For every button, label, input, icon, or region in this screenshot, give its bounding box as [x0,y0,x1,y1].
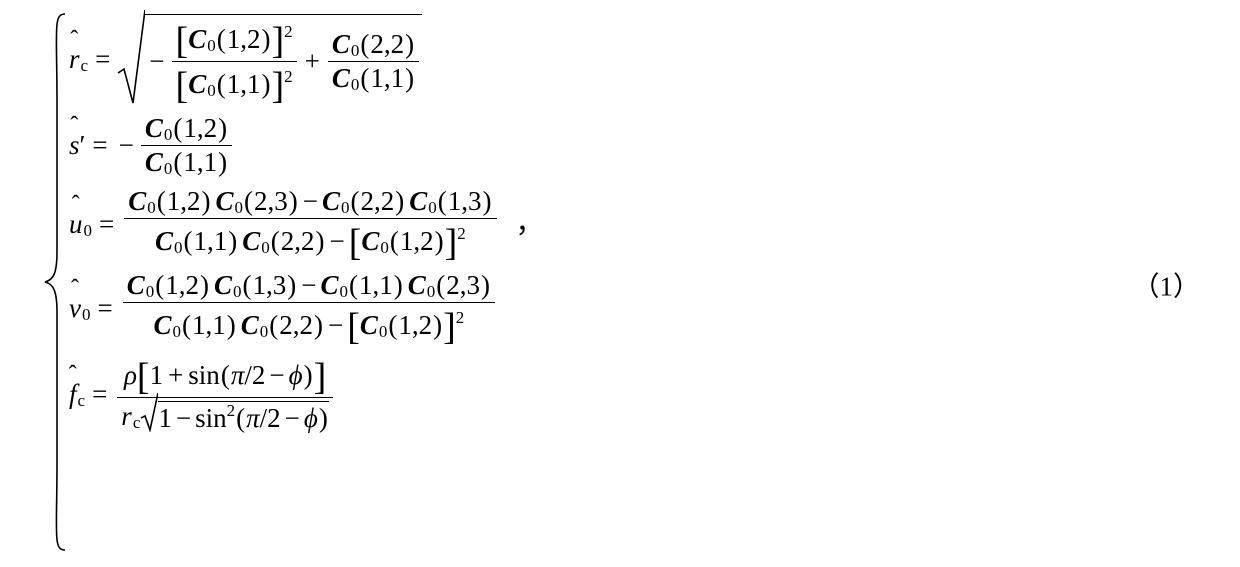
eq-line-v0: v0 = C0(1,2) C0(1,3) − C0(1,1) C0(2,3) [69,270,544,346]
sqrt-1: − [ C0 (1,2) ]2 [ C0 [117,14,422,105]
eq-line-sprime: s′ = − C0 (1,2) C0 (1,1) [69,113,544,178]
equation-number: （1） [1133,264,1201,303]
eq-line-u0: u0 = C0(1,2) C0(2,3) − C0(2,2) C0(1,3) [69,186,544,262]
frac-u0: C0(1,2) C0(2,3) − C0(2,2) C0(1,3) C0(1,1… [124,186,496,262]
sub-c: c [81,57,89,74]
v-hat: v [69,295,81,322]
equation-system: rc = − [ C0 [43,12,544,434]
frac-v0: C0(1,2) C0(1,3) − C0(1,1) C0(2,3) C0(1,1… [123,270,495,346]
eq-line-fc: fc = ρ [ 1 + sin (π/2−ϕ) ] rc [69,354,544,434]
lhs-fc: fc [69,381,85,408]
sqrt-den: 1 − sin2 (π/2−ϕ) [140,401,329,432]
frac-c22-c11: C0 (2,2) C0 (1,1) [328,29,419,94]
f-hat: f [69,381,77,408]
equation-page: rc = − [ C0 [0,0,1240,567]
radical-sign [117,14,145,105]
lhs-rc: rc [69,46,88,73]
r-hat: r [69,46,80,73]
frac-c12sq-c11sq: [ C0 (1,2) ]2 [ C0 (1,1) ]2 [172,18,297,105]
u-hat: u [69,211,83,238]
lhs-u0: u0 [69,211,92,238]
radicand-1: − [ C0 (1,2) ]2 [ C0 [145,14,422,105]
frac-c12-c11: C0 (1,2) C0 (1,1) [141,113,232,178]
s-hat: s [69,132,80,159]
lhs-sprime: s′ [69,132,85,159]
lhs-v0: v0 [69,295,90,322]
trailing-comma: ， [500,210,544,238]
equation-lines: rc = − [ C0 [69,12,544,434]
equals: = [88,46,117,73]
eq-line-rc: rc = − [ C0 [69,14,544,105]
left-brace [43,12,69,434]
frac-fc: ρ [ 1 + sin (π/2−ϕ) ] rc [117,354,333,434]
